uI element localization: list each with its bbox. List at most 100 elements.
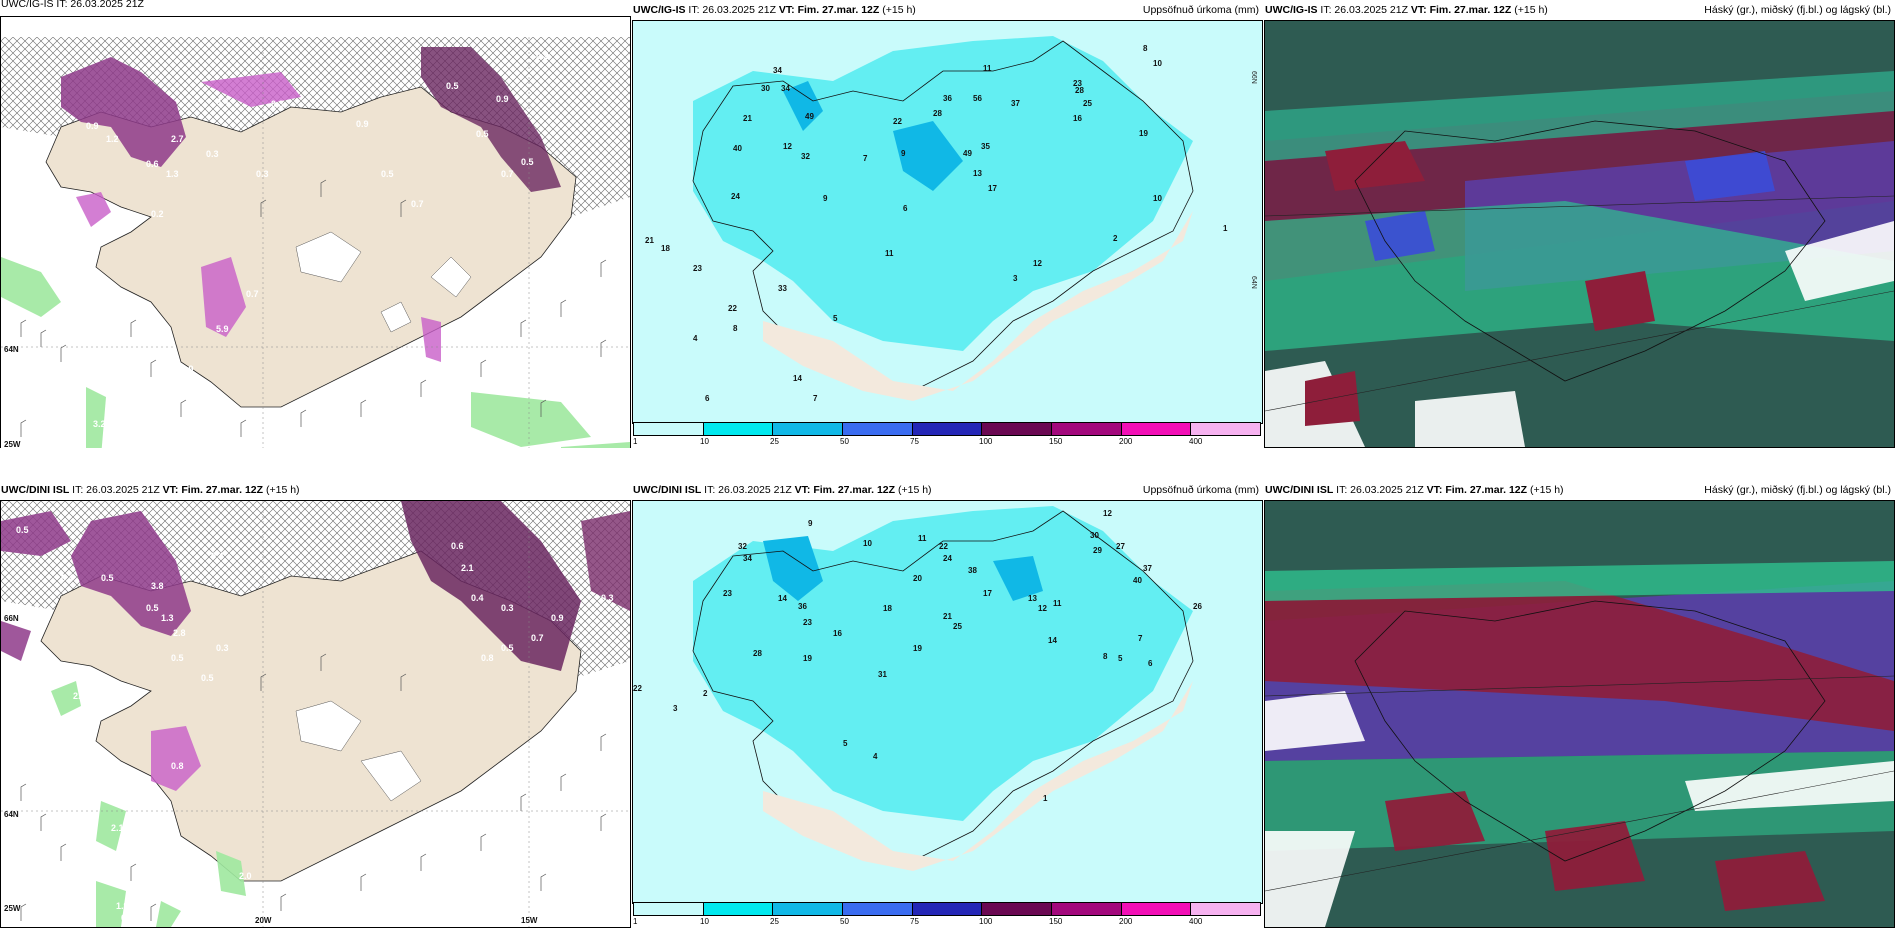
value-label: 24 (731, 192, 740, 201)
value-label: 18 (883, 604, 892, 613)
value-label: 23 (1073, 79, 1082, 88)
value-label: 0.2 (536, 51, 549, 61)
value-label: 0.9 (496, 94, 509, 104)
value-label: 0.5 (101, 573, 114, 583)
panel-header: UWC/IG-IS IT: 26.03.2025 21Z VT: Fim. 27… (632, 3, 1261, 17)
value-label: 34 (773, 66, 782, 75)
value-label: 37 (1011, 99, 1020, 108)
legend-swatch (703, 423, 774, 435)
value-label: 0.3 (206, 149, 219, 159)
value-label: 2.8 (173, 628, 186, 638)
value-label: 14 (793, 374, 802, 383)
value-label: 56 (973, 94, 982, 103)
legend-swatch (773, 903, 844, 915)
precip-green (1, 257, 630, 448)
value-label: 2.2 (51, 259, 64, 269)
map-frame (1264, 500, 1895, 928)
legend-swatch (912, 903, 983, 915)
value-label: 3 (673, 704, 678, 713)
value-label: 7 (813, 394, 818, 403)
value-labels: 0.5 0.4 0.4 0.6 0.5 3.8 2.8 0.5 0.4 0.3 … (16, 525, 614, 923)
map-frame: 12 10 11 34 32 23 24 22 26 38 29 30 27 3… (632, 500, 1263, 904)
value-label: 0.5 (171, 653, 184, 663)
value-label: 12 (1103, 509, 1112, 518)
legend-swatch (912, 423, 983, 435)
value-label: 1.1 (39, 733, 52, 743)
value-label: 6 (705, 394, 710, 403)
panel-header: UWC/IG-IS IT: 26.03.2025 21Z VT: Fim. 27… (1264, 3, 1893, 17)
value-label: 13 (1028, 594, 1037, 603)
panel-header: UWC/DINI ISL IT: 26.03.2025 21Z VT: Fim.… (1264, 483, 1893, 497)
value-label: 2.1 (461, 563, 474, 573)
value-label: 1.3 (156, 427, 169, 437)
value-label: 34 (781, 84, 790, 93)
value-label: 0.9 (121, 219, 134, 229)
value-label: 19 (1139, 129, 1148, 138)
legend-swatch (1121, 423, 1192, 435)
lon-label-25w: 25W (4, 904, 21, 913)
value-label: 49 (805, 112, 814, 121)
panel-header: UWC/DINI ISL IT: 26.03.2025 21Z VT: Fim.… (632, 483, 1261, 497)
header-title: UWC/IG-IS IT: 26.03.2025 21Z (1, 0, 144, 10)
field-title: Háský (gr.), miðský (fj.bl.) og lágský (… (1704, 4, 1891, 16)
value-label: 0.5 (446, 81, 459, 91)
value-label: 1.3 (166, 169, 179, 179)
value-label: 16 (1073, 114, 1082, 123)
map-frame: 20W 15W 25W 64N 66N 0.5 0.4 0.4 0.6 0.5 … (0, 500, 631, 928)
lat-label-66n: 66N (4, 614, 19, 623)
value-label: 26 (1193, 602, 1202, 611)
value-label: 40 (1133, 576, 1142, 585)
lead-time: (+15 h) (882, 4, 916, 16)
init-time: IT: 26.03.2025 21Z (1336, 484, 1424, 496)
value-label: 6 (1148, 659, 1153, 668)
panel-dini-clouds: UWC/DINI ISL IT: 26.03.2025 21Z VT: Fim.… (1264, 480, 1895, 928)
value-label: 2.2 (116, 858, 129, 868)
value-label: 34 (743, 554, 752, 563)
lat-label: 66N (1250, 71, 1257, 84)
value-label: 11 (918, 534, 927, 543)
value-label: 1 (1043, 794, 1048, 803)
field-title: Uppsöfnuð úrkoma (mm) (1142, 4, 1259, 16)
color-legend: 1 10 25 50 75 100 150 200 400 (633, 422, 1261, 446)
legend-swatch (1052, 903, 1122, 915)
value-label: 17 (983, 589, 992, 598)
precip-purple (61, 57, 186, 167)
value-label: 0.6 (146, 159, 159, 169)
map-frame: 20W 15W 25W 64N 0.2 0.5 0.3 0.4 0.3 0.9 … (0, 16, 631, 448)
value-label: 35 (981, 142, 990, 151)
value-label: 30 (1090, 531, 1099, 540)
value-label: 0.4 (471, 593, 484, 603)
legend-swatch (1191, 903, 1261, 915)
value-label: 0.5 (381, 169, 394, 179)
value-label: 0.5 (501, 643, 514, 653)
value-label: 12 (1038, 604, 1047, 613)
value-label: 13 (973, 169, 982, 178)
value-label: 36 (943, 94, 952, 103)
value-label: 0.6 (451, 541, 464, 551)
value-label: 3 (1013, 274, 1018, 283)
legend-swatch (1052, 423, 1122, 435)
value-label: 38 (968, 566, 977, 575)
value-label: 0.7 (411, 199, 424, 209)
value-label: 24 (943, 554, 952, 563)
value-labels: 0.2 0.5 0.3 0.4 0.3 0.9 1.2 2.7 0.9 0.3 … (51, 51, 549, 448)
value-label: 1.9 (116, 901, 129, 911)
value-label: 23 (723, 589, 732, 598)
value-label: 20 (913, 574, 922, 583)
legend-swatch (843, 903, 913, 915)
lon-label-15w: 15W (521, 916, 538, 925)
value-label: 2.0 (239, 871, 252, 881)
map-svg: 20W 15W 25W 64N 66N 0.5 0.4 0.4 0.6 0.5 … (1, 501, 630, 927)
valid-time: VT: Fim. 27.mar. 12Z (794, 484, 896, 496)
value-label: 28 (1075, 86, 1084, 95)
value-label: 2.7 (171, 134, 184, 144)
value-label: 2.0 (121, 304, 134, 314)
value-label: 36 (798, 602, 807, 611)
value-label: 19 (803, 654, 812, 663)
lat-label-64n: 64N (4, 345, 19, 354)
value-label: 23 (803, 618, 812, 627)
value-label: 16 (833, 629, 842, 638)
value-label: 22 (633, 684, 642, 693)
value-label: 6 (903, 204, 908, 213)
value-label: 0.5 (521, 157, 534, 167)
